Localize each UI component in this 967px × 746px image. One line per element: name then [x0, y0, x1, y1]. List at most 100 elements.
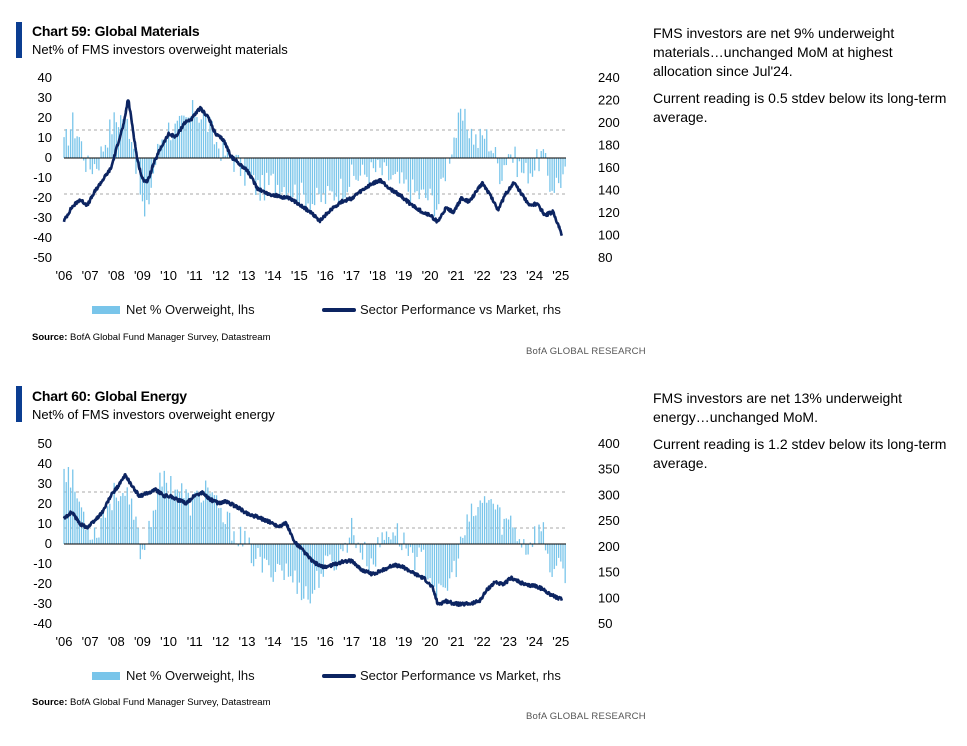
- bar: [178, 492, 181, 544]
- bar: [187, 492, 189, 544]
- bar: [69, 129, 72, 158]
- bar: [128, 138, 131, 158]
- x-tick-label: '06: [56, 634, 73, 649]
- bar: [222, 522, 224, 544]
- bar: [78, 137, 80, 158]
- bar: [337, 158, 340, 204]
- bar: [202, 500, 205, 544]
- bar: [261, 158, 263, 176]
- bar: [409, 158, 412, 204]
- bar: [183, 498, 185, 544]
- bar: [128, 504, 131, 544]
- bar: [298, 158, 301, 205]
- bar: [98, 537, 100, 544]
- y-left-tick-label: 40: [38, 456, 52, 471]
- bar: [514, 146, 516, 158]
- y-right-tick-label: 300: [598, 487, 620, 502]
- line-series: [62, 99, 564, 237]
- bar: [172, 495, 174, 544]
- bar: [333, 158, 335, 201]
- y-left-tick-label: 10: [38, 130, 52, 145]
- bar: [357, 158, 359, 181]
- bar: [351, 517, 353, 544]
- bar: [534, 158, 536, 171]
- bar: [104, 144, 107, 158]
- x-tick-label: '12: [212, 268, 229, 283]
- bar: [494, 509, 497, 544]
- y-left-tick-label: -30: [33, 596, 52, 611]
- x-tick-label: '06: [56, 268, 73, 283]
- legend-bar-entry: Net % Overweight, lhs: [92, 302, 255, 317]
- bar: [237, 154, 240, 158]
- bar: [481, 135, 484, 158]
- bar: [194, 116, 196, 158]
- bar: [520, 544, 523, 548]
- bar: [372, 158, 375, 169]
- bar: [300, 158, 303, 183]
- bar: [141, 544, 144, 550]
- bar: [189, 515, 192, 544]
- bar: [102, 151, 104, 158]
- bar: [329, 544, 331, 555]
- bar: [209, 493, 211, 544]
- bar: [259, 158, 261, 201]
- bar: [433, 158, 436, 217]
- y-right-tick-label: 400: [598, 436, 620, 451]
- y-right-tick-label: 220: [598, 93, 620, 108]
- bar: [281, 158, 283, 193]
- bar: [266, 158, 268, 173]
- bar: [486, 502, 488, 544]
- x-tick-label: '10: [160, 268, 177, 283]
- bar: [422, 158, 425, 190]
- bar: [418, 158, 420, 200]
- bar: [346, 158, 348, 193]
- bar: [510, 515, 512, 544]
- bar: [289, 544, 292, 577]
- chart-plot-materials: 403020100-10-20-30-40-502402202001801601…: [33, 70, 620, 283]
- bar: [263, 158, 266, 201]
- bar: [361, 544, 364, 560]
- x-tick-label: '11: [187, 634, 203, 649]
- bar: [468, 138, 470, 158]
- bar: [468, 521, 470, 544]
- bar: [379, 158, 381, 168]
- chart-title: Chart 59: Global Materials: [32, 23, 200, 39]
- bar: [527, 544, 529, 555]
- bar: [342, 544, 344, 552]
- bar: [492, 153, 494, 158]
- bar: [98, 158, 100, 171]
- bar: [501, 158, 503, 181]
- bar: [198, 495, 200, 544]
- x-tick-label: '07: [82, 634, 99, 649]
- bar: [202, 112, 205, 158]
- bar: [429, 158, 431, 189]
- brand-footer: BofA GLOBAL RESEARCH: [526, 346, 646, 357]
- y-right-tick-label: 200: [598, 539, 620, 554]
- bar: [167, 122, 170, 158]
- x-tick-label: '17: [343, 634, 360, 649]
- x-tick-label: '15: [291, 268, 308, 283]
- bar: [205, 113, 207, 158]
- bar: [226, 511, 229, 544]
- bar: [191, 100, 194, 158]
- bar: [268, 158, 270, 186]
- bar: [215, 495, 218, 544]
- x-tick-label: '16: [317, 268, 334, 283]
- bar: [516, 541, 518, 544]
- bar: [120, 496, 122, 544]
- bar: [527, 158, 529, 184]
- x-tick-label: '09: [134, 634, 151, 649]
- bar: [124, 495, 126, 544]
- bar: [161, 486, 163, 544]
- bar: [414, 544, 416, 571]
- bar: [74, 138, 76, 158]
- bar: [542, 149, 545, 158]
- bar: [444, 158, 446, 182]
- legend-line-swatch: [322, 673, 356, 678]
- bar: [562, 158, 564, 175]
- bar: [518, 158, 521, 162]
- commentary-paragraph: Current reading is 0.5 stdev below its l…: [653, 90, 947, 125]
- bar: [135, 516, 137, 544]
- x-tick-label: '17: [343, 268, 360, 283]
- bar: [418, 544, 420, 548]
